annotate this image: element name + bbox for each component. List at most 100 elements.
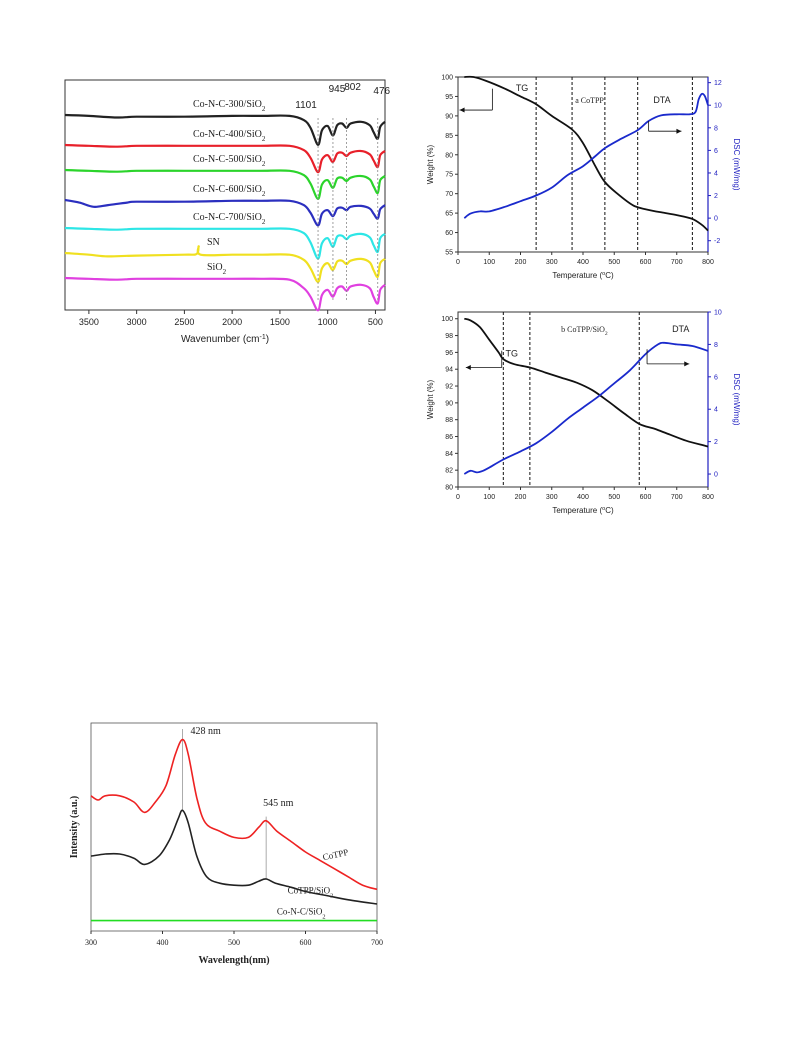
tga2-x-axis-label: Temperature (oC) bbox=[552, 506, 614, 515]
tga1-y-right-tick-label: 0 bbox=[714, 216, 718, 223]
ftir-x-tick-label: 2500 bbox=[174, 317, 194, 327]
ftir-series-label: Co-N-C-700/SiO2 bbox=[193, 212, 266, 226]
tga1-dta-label: DTA bbox=[653, 95, 670, 105]
tga2-y-left-tick-label: 82 bbox=[445, 468, 453, 475]
tga2-sample-label: b CoTPP/SiO2 bbox=[561, 325, 608, 337]
ftir-x-tick-label: 2000 bbox=[222, 317, 242, 327]
tga2-y-left-tick-label: 94 bbox=[445, 367, 453, 374]
uv-x-axis-label: Wavelength(nm) bbox=[198, 955, 269, 966]
uvvis-chart-svg: 300 400 500 600 700 Wavelength(nm) Intensity (… bbox=[69, 722, 383, 966]
ftir-x-tick-label: 3500 bbox=[79, 317, 99, 327]
tga1-x-tick-label: 600 bbox=[640, 259, 652, 266]
tga1-x-tick-label: 500 bbox=[608, 259, 620, 266]
tga1-x-tick-label: 0 bbox=[456, 259, 460, 266]
ftir-series-label: Co-N-C-300/SiO2 bbox=[193, 99, 266, 113]
ftir-x-axis-label: Wavenumber (cm-1) bbox=[181, 334, 269, 346]
uvvis-chart: 300 400 500 600 700 Wavelength(nm) Intensity (… bbox=[55, 715, 395, 980]
tga2-y-left-axis-label: Weight (%) bbox=[426, 379, 435, 419]
ftir-series-label: Co-N-C-600/SiO2 bbox=[193, 184, 266, 198]
tga2-tg-line bbox=[464, 317, 709, 448]
tga1-y-left-tick-label: 70 bbox=[445, 191, 453, 198]
tga-cotpp-chart-svg: 0 100 200 300 400 500 600 700 800556065707580859… bbox=[426, 75, 741, 281]
ftir-peak-label: 1101 bbox=[295, 100, 317, 111]
uv-x-tick-label: 600 bbox=[300, 938, 312, 947]
ftir-x-tick-label: 500 bbox=[368, 317, 383, 327]
uv-series-line bbox=[90, 809, 378, 905]
uv-series-line bbox=[90, 738, 378, 891]
tga1-y-right-tick-label: 10 bbox=[714, 103, 722, 110]
tga2-y-right-tick-label: 6 bbox=[714, 374, 718, 381]
tga-cotpp-sio2-chart-svg: 0 100 200 300 400 500 600 700 800808284868890929… bbox=[426, 310, 741, 516]
tga2-x-tick-label: 700 bbox=[671, 494, 683, 501]
tga1-x-tick-label: 200 bbox=[515, 259, 527, 266]
tga2-plot-frame bbox=[457, 311, 709, 488]
tga1-tg-arrow-head bbox=[459, 107, 465, 113]
tga2-y-left-tick-label: 96 bbox=[445, 350, 453, 357]
tga1-tg-line bbox=[464, 75, 709, 232]
uv-x-tick-label: 500 bbox=[228, 938, 240, 947]
tga1-tg-label: TG bbox=[516, 83, 529, 93]
tga2-dta-label: DTA bbox=[672, 324, 689, 334]
tga2-dta-arrow-head bbox=[684, 361, 690, 367]
tga1-y-right-tick-label: 6 bbox=[714, 148, 718, 155]
tga1-x-tick-label: 700 bbox=[671, 259, 683, 266]
tga2-x-tick-label: 800 bbox=[702, 494, 714, 501]
tga-cotpp-chart: 0 100 200 300 400 500 600 700 800 55 60 65 70 75 80 85 9… bbox=[410, 65, 745, 295]
tga1-y-right-axis-label: DSC (mW/mg) bbox=[732, 139, 741, 191]
uv-y-axis-label: Intensity (a.u.) bbox=[69, 796, 80, 859]
tga2-y-right-tick-label: 4 bbox=[714, 407, 718, 414]
tga1-dta-line bbox=[463, 92, 709, 219]
ftir-series-label: Co-N-C-500/SiO2 bbox=[193, 154, 266, 168]
ftir-series-line bbox=[64, 168, 386, 201]
ftir-plot-frame bbox=[64, 79, 386, 311]
ftir-series-line bbox=[64, 226, 386, 260]
tga1-y-left-tick-label: 65 bbox=[445, 211, 453, 218]
tga1-y-right-tick-label: 12 bbox=[714, 80, 722, 87]
tga1-y-left-tick-label: 90 bbox=[445, 113, 453, 120]
ftir-series-line bbox=[64, 245, 386, 284]
tga1-dta-arrow-head bbox=[676, 128, 682, 134]
ftir-series-line bbox=[64, 113, 386, 146]
tga2-y-left-tick-label: 90 bbox=[445, 400, 453, 407]
uv-peak-label: 428 nm bbox=[191, 726, 222, 737]
ftir-peak-label: 802 bbox=[344, 82, 361, 93]
tga1-y-left-tick-label: 100 bbox=[441, 75, 453, 82]
tga1-y-right-tick-label: 4 bbox=[714, 170, 718, 177]
tga2-y-right-tick-label: 2 bbox=[714, 439, 718, 446]
uv-series-label: CoTPP/SiO2 bbox=[288, 886, 334, 900]
ftir-x-tick-label: 1000 bbox=[318, 317, 338, 327]
uv-series-label: CoTPP bbox=[322, 847, 350, 862]
ftir-series-line bbox=[64, 198, 386, 227]
uv-series-label: Co-N-C/SiO2 bbox=[277, 906, 326, 920]
tga1-x-tick-label: 100 bbox=[483, 259, 495, 266]
ftir-series-label: Co-N-C-400/SiO2 bbox=[193, 129, 266, 143]
uv-x-tick-label: 700 bbox=[371, 938, 383, 947]
tga1-x-tick-label: 300 bbox=[546, 259, 558, 266]
tga2-y-right-tick-label: 0 bbox=[714, 472, 718, 479]
tga2-x-tick-label: 500 bbox=[608, 494, 620, 501]
ftir-series-label: SiO2 bbox=[207, 262, 227, 276]
tga2-x-tick-label: 600 bbox=[640, 494, 652, 501]
tga2-x-tick-label: 200 bbox=[515, 494, 527, 501]
tga2-y-left-tick-label: 100 bbox=[441, 316, 453, 323]
tga2-y-left-tick-label: 84 bbox=[445, 451, 453, 458]
tga2-tg-label: TG bbox=[506, 349, 519, 359]
tga1-y-left-tick-label: 80 bbox=[445, 152, 453, 159]
uv-peak-label: 545 nm bbox=[263, 798, 294, 809]
tga2-y-left-tick-label: 80 bbox=[445, 485, 453, 492]
tga2-x-tick-label: 400 bbox=[577, 494, 589, 501]
ftir-x-tick-label: 3000 bbox=[127, 317, 147, 327]
ftir-series-line bbox=[64, 276, 386, 312]
ftir-peak-label: 476 bbox=[373, 86, 390, 97]
tga1-x-axis-label: Temperature (oC) bbox=[552, 271, 614, 280]
uv-x-tick-label: 400 bbox=[157, 938, 169, 947]
tga1-x-tick-label: 400 bbox=[577, 259, 589, 266]
tga2-x-tick-label: 0 bbox=[456, 494, 460, 501]
uv-x-tick-label: 300 bbox=[85, 938, 97, 947]
ftir-x-tick-label: 1500 bbox=[270, 317, 290, 327]
tga1-y-left-tick-label: 85 bbox=[445, 133, 453, 140]
tga2-y-left-tick-label: 86 bbox=[445, 434, 453, 441]
tga2-y-left-tick-label: 88 bbox=[445, 417, 453, 424]
tga-cotpp-sio2-chart: 0 100 200 300 400 500 600 700 800 80 82 84 86 88 90 92 9… bbox=[410, 300, 745, 530]
tga1-y-left-tick-label: 95 bbox=[445, 94, 453, 101]
